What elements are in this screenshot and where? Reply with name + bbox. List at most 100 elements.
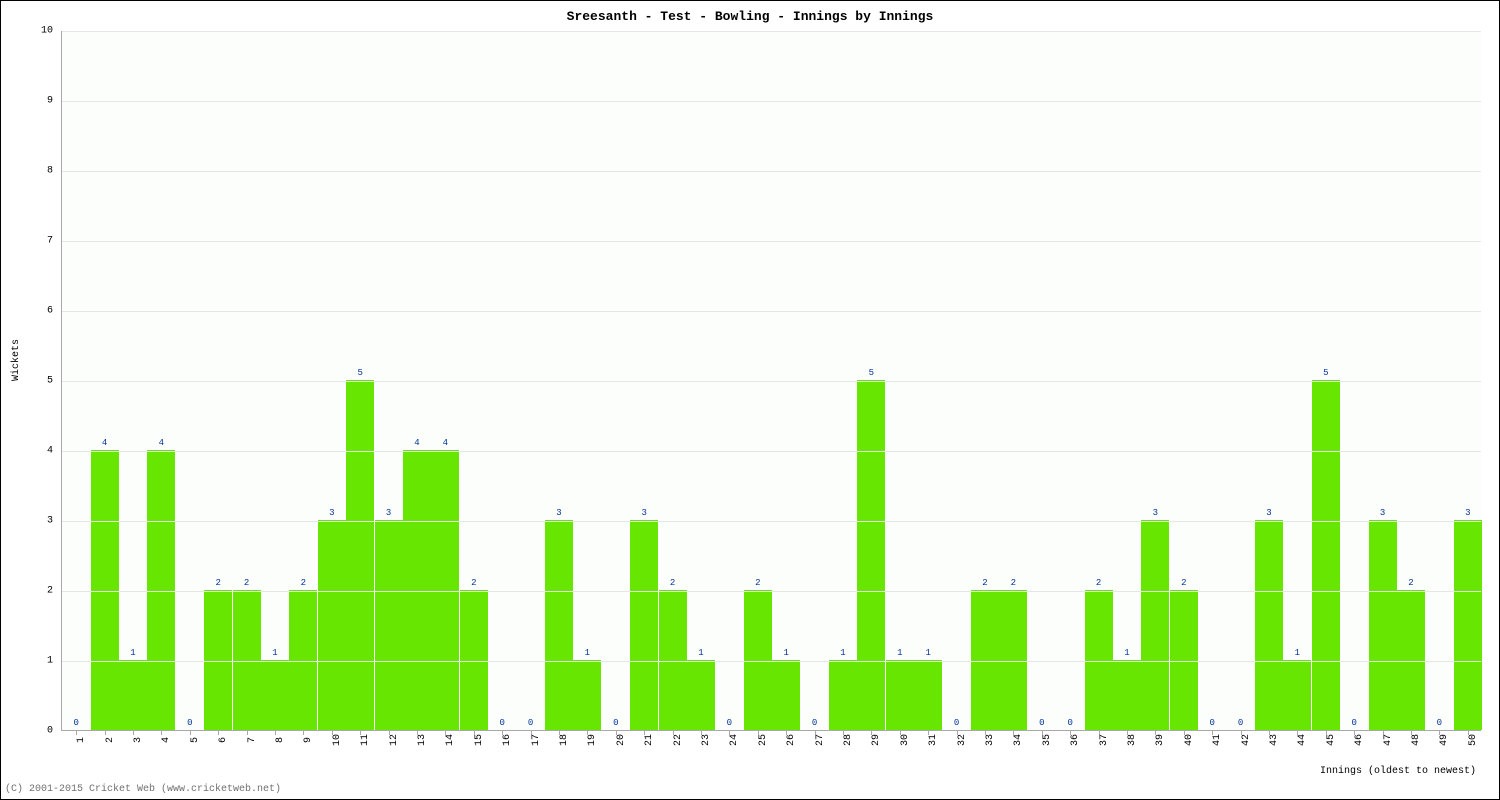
x-tick-label: 26	[786, 728, 797, 752]
bar: 3	[545, 520, 573, 730]
x-tick-label: 29	[871, 728, 882, 752]
x-axis-label: Innings (oldest to newest)	[61, 766, 1481, 777]
bar-value-label: 1	[261, 648, 289, 658]
bar: 1	[1113, 660, 1141, 730]
x-tick-label: 9	[303, 728, 314, 752]
y-tick-label: 5	[13, 376, 53, 387]
y-tick-label: 7	[13, 236, 53, 247]
bar-value-label: 0	[517, 718, 545, 728]
bar: 1	[687, 660, 715, 730]
bar: 1	[886, 660, 914, 730]
x-tick-label: 30	[900, 728, 911, 752]
bar-value-label: 0	[176, 718, 204, 728]
bar-value-label: 3	[1255, 508, 1283, 518]
bar: 5	[346, 380, 374, 730]
bar-value-label: 0	[62, 718, 90, 728]
bar-value-label: 4	[403, 438, 431, 448]
x-tick-label: 48	[1411, 728, 1422, 752]
x-tick-label: 46	[1354, 728, 1365, 752]
bar: 1	[772, 660, 800, 730]
x-tick-label: 23	[701, 728, 712, 752]
y-tick-label: 9	[13, 96, 53, 107]
x-tick-label: 22	[673, 728, 684, 752]
y-tick-label: 4	[13, 446, 53, 457]
bar-value-label: 2	[1397, 578, 1425, 588]
y-tick-label: 3	[13, 516, 53, 527]
x-tick-label: 8	[275, 728, 286, 752]
bar-value-label: 2	[999, 578, 1027, 588]
x-tick-label: 27	[815, 728, 826, 752]
x-tick-label: 32	[957, 728, 968, 752]
bar-value-label: 0	[1028, 718, 1056, 728]
bar-value-label: 2	[1085, 578, 1113, 588]
bar-value-label: 4	[147, 438, 175, 448]
bar: 2	[460, 590, 488, 730]
bar-value-label: 4	[91, 438, 119, 448]
x-tick-label: 41	[1212, 728, 1223, 752]
bar: 2	[1085, 590, 1113, 730]
bar: 3	[1141, 520, 1169, 730]
bar: 4	[91, 450, 119, 730]
x-tick-label: 43	[1269, 728, 1280, 752]
x-tick-label: 50	[1468, 728, 1479, 752]
bar: 2	[204, 590, 232, 730]
gridline	[62, 101, 1481, 102]
bar-value-label: 3	[545, 508, 573, 518]
bar: 3	[630, 520, 658, 730]
bar-value-label: 3	[1454, 508, 1482, 518]
x-tick-label: 45	[1326, 728, 1337, 752]
bar: 3	[375, 520, 403, 730]
x-tick-label: 17	[531, 728, 542, 752]
bar-value-label: 1	[772, 648, 800, 658]
x-tick-label: 10	[332, 728, 343, 752]
y-tick-label: 10	[13, 26, 53, 37]
x-tick-label: 15	[474, 728, 485, 752]
bar: 1	[914, 660, 942, 730]
bar-value-label: 3	[318, 508, 346, 518]
x-tick-label: 39	[1155, 728, 1166, 752]
x-tick-label: 18	[559, 728, 570, 752]
bar-value-label: 1	[886, 648, 914, 658]
bar: 4	[403, 450, 431, 730]
y-tick-label: 8	[13, 166, 53, 177]
bar-value-label: 5	[857, 368, 885, 378]
bar: 4	[431, 450, 459, 730]
copyright-text: (C) 2001-2015 Cricket Web (www.cricketwe…	[5, 784, 281, 795]
gridline	[62, 451, 1481, 452]
bar-value-label: 2	[289, 578, 317, 588]
bar-value-label: 2	[460, 578, 488, 588]
x-tick-label: 7	[247, 728, 258, 752]
x-tick-label: 20	[616, 728, 627, 752]
bar-value-label: 1	[119, 648, 147, 658]
bar-value-label: 2	[659, 578, 687, 588]
x-tick-label: 37	[1099, 728, 1110, 752]
y-tick-label: 6	[13, 306, 53, 317]
bar-value-label: 5	[346, 368, 374, 378]
y-tick-label: 1	[13, 656, 53, 667]
bar: 2	[1397, 590, 1425, 730]
bar: 2	[659, 590, 687, 730]
bar-value-label: 0	[602, 718, 630, 728]
x-tick-label: 35	[1042, 728, 1053, 752]
x-tick-label: 16	[502, 728, 513, 752]
gridline	[62, 661, 1481, 662]
gridline	[62, 241, 1481, 242]
bar-value-label: 0	[1198, 718, 1226, 728]
gridline	[62, 31, 1481, 32]
x-tick-label: 44	[1297, 728, 1308, 752]
bar-value-label: 1	[687, 648, 715, 658]
bar-value-label: 1	[573, 648, 601, 658]
x-tick-label: 14	[445, 728, 456, 752]
bar-value-label: 1	[1113, 648, 1141, 658]
bar-value-label: 0	[1227, 718, 1255, 728]
bar-value-label: 5	[1312, 368, 1340, 378]
bar: 2	[999, 590, 1027, 730]
x-tick-label: 36	[1070, 728, 1081, 752]
bar-value-label: 1	[829, 648, 857, 658]
x-tick-label: 24	[729, 728, 740, 752]
bar: 5	[857, 380, 885, 730]
x-tick-label: 47	[1383, 728, 1394, 752]
x-tick-label: 25	[758, 728, 769, 752]
gridline	[62, 311, 1481, 312]
bar-value-label: 2	[204, 578, 232, 588]
